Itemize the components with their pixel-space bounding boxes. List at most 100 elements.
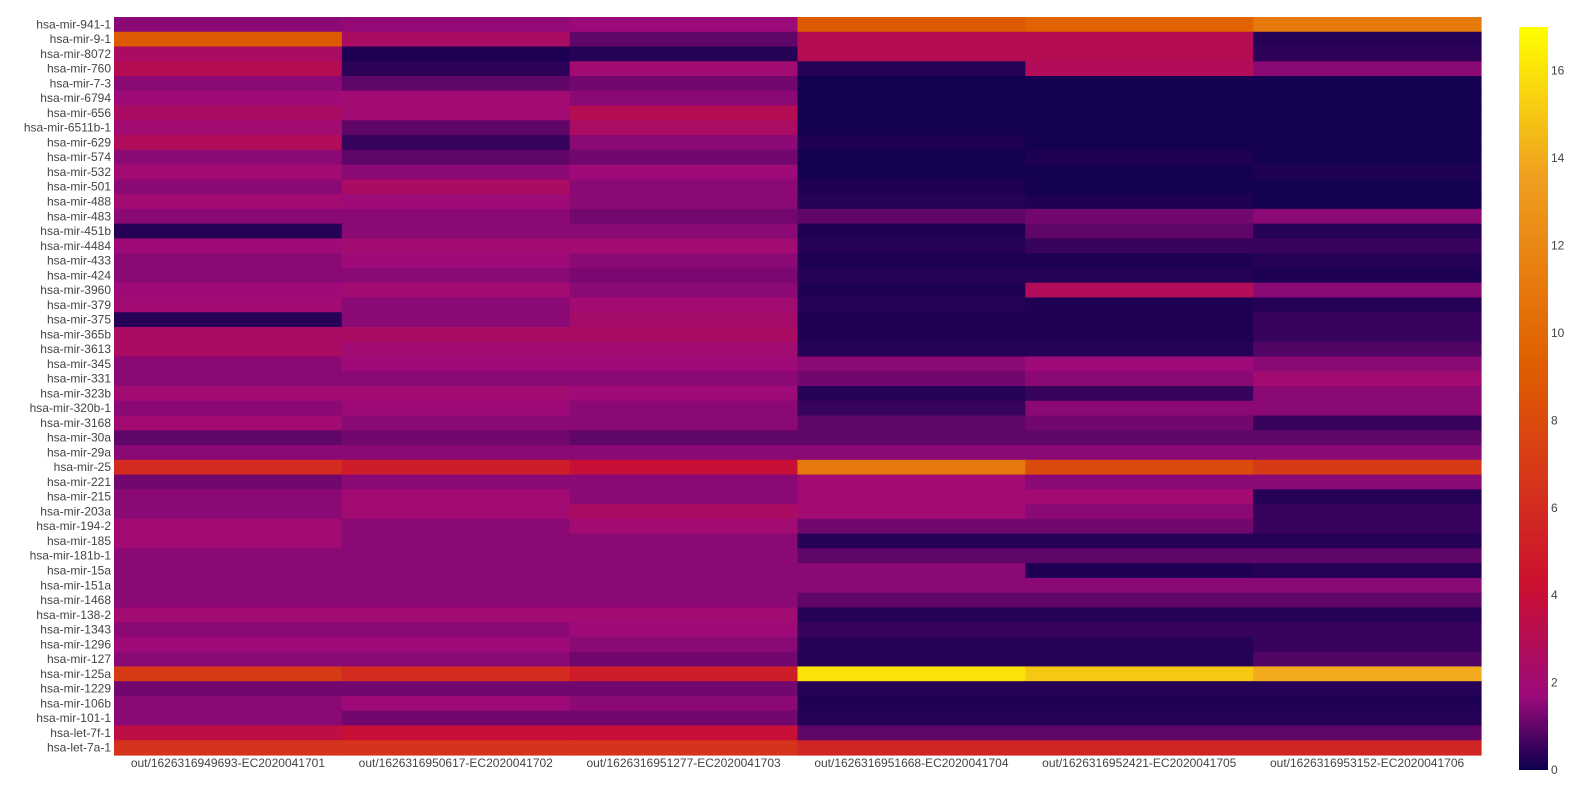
heatmap-cell xyxy=(1025,371,1254,387)
heatmap-cell xyxy=(569,400,799,417)
heatmap-cell xyxy=(1025,149,1254,166)
y-tick-label: hsa-let-7a-1 xyxy=(47,741,111,755)
heatmap-cell xyxy=(341,622,571,638)
colorbar-tick-label: 14 xyxy=(1551,151,1565,165)
heatmap-cell xyxy=(1025,105,1254,121)
heatmap-cell xyxy=(1025,504,1254,520)
heatmap-cell xyxy=(1025,489,1254,505)
x-axis: out/1626316949693-EC2020041701 out/162631… xyxy=(131,756,1465,770)
heatmap-cell xyxy=(114,666,343,682)
heatmap-cell xyxy=(797,17,1026,33)
y-tick-label: hsa-mir-488 xyxy=(47,195,111,209)
heatmap-cell xyxy=(569,297,799,313)
heatmap-cell xyxy=(114,253,343,269)
heatmap-cell xyxy=(114,415,343,431)
heatmap-cell xyxy=(1025,267,1254,284)
heatmap-cell xyxy=(797,577,1026,594)
heatmap-cell xyxy=(1025,17,1254,33)
y-tick-label: hsa-mir-6794 xyxy=(40,91,111,105)
heatmap-cell xyxy=(114,533,343,549)
heatmap-cell xyxy=(1025,710,1254,727)
heatmap-cell xyxy=(114,740,343,756)
y-tick-label: hsa-mir-4484 xyxy=(40,239,111,253)
heatmap-cell xyxy=(114,548,343,564)
heatmap-cell xyxy=(1025,386,1254,402)
heatmap-cell xyxy=(797,326,1026,343)
heatmap-cell xyxy=(1253,518,1482,535)
colorbar-tick-label: 16 xyxy=(1551,64,1565,78)
x-tick-label: out/1626316949693-EC2020041701 xyxy=(131,756,326,770)
heatmap-cell xyxy=(341,90,571,107)
y-tick-label: hsa-mir-8072 xyxy=(40,47,111,61)
heatmap-cell xyxy=(1025,253,1254,269)
heatmap-cell xyxy=(797,61,1026,77)
heatmap-cell xyxy=(797,445,1026,461)
heatmap-plot-area xyxy=(114,17,1482,756)
heatmap-cell xyxy=(114,208,343,225)
colorbar-tick-label: 8 xyxy=(1551,413,1558,427)
heatmap-cell xyxy=(797,90,1026,107)
heatmap-cell xyxy=(114,149,343,166)
heatmap-cell xyxy=(797,238,1026,254)
heatmap-cell xyxy=(569,504,799,520)
heatmap-cell xyxy=(797,489,1026,505)
heatmap-cell xyxy=(1025,636,1254,653)
y-tick-label: hsa-mir-483 xyxy=(47,209,111,223)
heatmap-cell xyxy=(569,636,799,653)
heatmap-cell xyxy=(114,386,343,402)
heatmap-cell xyxy=(569,592,799,608)
heatmap-cell xyxy=(1253,341,1482,358)
heatmap-cell xyxy=(341,445,571,461)
heatmap-cell xyxy=(797,267,1026,284)
y-tick-label: hsa-mir-451b xyxy=(40,224,111,238)
heatmap-cell xyxy=(1253,740,1482,756)
heatmap-cell xyxy=(1253,223,1482,239)
heatmap-cell xyxy=(114,135,343,151)
heatmap-cell xyxy=(569,90,799,107)
heatmap-cell xyxy=(114,61,343,77)
heatmap-cell xyxy=(1253,548,1482,564)
heatmap-cell xyxy=(1025,592,1254,608)
heatmap-cell xyxy=(341,282,571,299)
heatmap-cell xyxy=(1253,400,1482,417)
heatmap-cell xyxy=(569,681,799,697)
heatmap-cell xyxy=(1253,17,1482,33)
heatmap-cell xyxy=(114,282,343,299)
heatmap-cell xyxy=(797,607,1026,623)
heatmap-cell xyxy=(114,577,343,594)
heatmap-cell xyxy=(114,474,343,490)
heatmap-cell xyxy=(341,504,571,520)
heatmap-cell xyxy=(569,238,799,254)
heatmap-cell xyxy=(797,282,1026,299)
colorbar-tick-label: 6 xyxy=(1551,501,1558,515)
heatmap-cell xyxy=(341,253,571,269)
heatmap-cell xyxy=(114,164,343,180)
heatmap-cell xyxy=(114,592,343,608)
heatmap-cell xyxy=(341,76,571,92)
heatmap-cell xyxy=(569,710,799,727)
y-tick-label: hsa-mir-125a xyxy=(40,667,111,681)
heatmap-cell xyxy=(114,31,343,48)
heatmap-cell xyxy=(1253,459,1482,476)
y-tick-label: hsa-mir-138-2 xyxy=(36,608,111,622)
heatmap-cell xyxy=(114,17,343,33)
heatmap-cell xyxy=(1253,179,1482,195)
heatmap-cell xyxy=(114,518,343,535)
heatmap-cell xyxy=(1253,149,1482,166)
y-tick-label: hsa-let-7f-1 xyxy=(50,726,111,740)
y-tick-label: hsa-mir-365b xyxy=(40,327,111,341)
heatmap-cell xyxy=(797,681,1026,697)
heatmap-cell xyxy=(569,518,799,535)
y-tick-label: hsa-mir-30a xyxy=(47,431,111,445)
heatmap-cell xyxy=(569,341,799,358)
heatmap-cell xyxy=(114,504,343,520)
y-tick-label: hsa-mir-3168 xyxy=(40,416,111,430)
heatmap-cell xyxy=(341,459,571,476)
y-tick-label: hsa-mir-656 xyxy=(47,106,111,120)
y-tick-label: hsa-mir-433 xyxy=(47,254,111,268)
heatmap-cell xyxy=(569,533,799,549)
heatmap-cell xyxy=(1025,223,1254,239)
heatmap-cell xyxy=(569,326,799,343)
colorbar-gradient xyxy=(1519,27,1548,770)
heatmap-cell xyxy=(114,681,343,697)
